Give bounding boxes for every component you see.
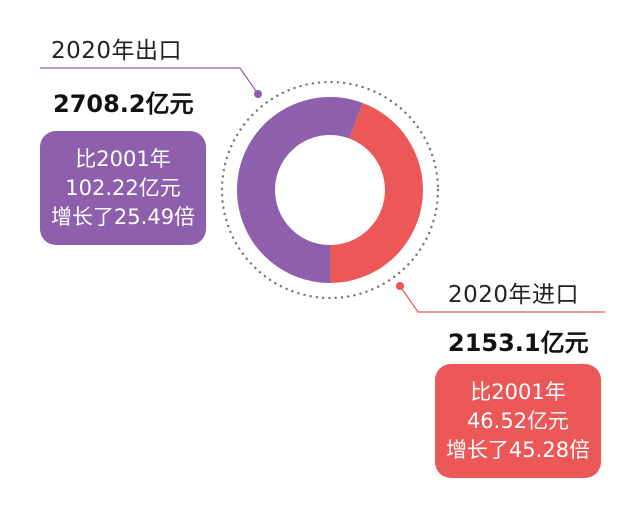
import-slice	[330, 102, 423, 284]
export-slice	[237, 96, 363, 283]
export-leader-dot	[254, 90, 262, 98]
import-box-line-2: 46.52亿元	[466, 408, 570, 433]
export-box-line-2: 102.22亿元	[65, 175, 181, 200]
import-title: 2020年进口	[448, 282, 580, 308]
export-box-line-1: 比2001年	[75, 146, 171, 171]
export-value: 2708.2亿元	[53, 90, 194, 118]
import-box-line-3: 增长了45.28倍	[445, 437, 591, 462]
import-leader-line-diagonal	[399, 285, 419, 313]
export-title: 2020年出口	[51, 38, 183, 64]
import-value: 2153.1亿元	[448, 329, 589, 357]
import-box-line-1: 比2001年	[470, 379, 566, 404]
dotted-outline-ring	[220, 80, 440, 300]
export-box-line-3: 增长了25.49倍	[50, 204, 196, 229]
export-leader-line-diagonal	[239, 67, 259, 95]
export-info-box: 比2001年 102.22亿元 增长了25.49倍	[40, 131, 206, 245]
import-info-box: 比2001年 46.52亿元 增长了45.28倍	[435, 364, 601, 478]
